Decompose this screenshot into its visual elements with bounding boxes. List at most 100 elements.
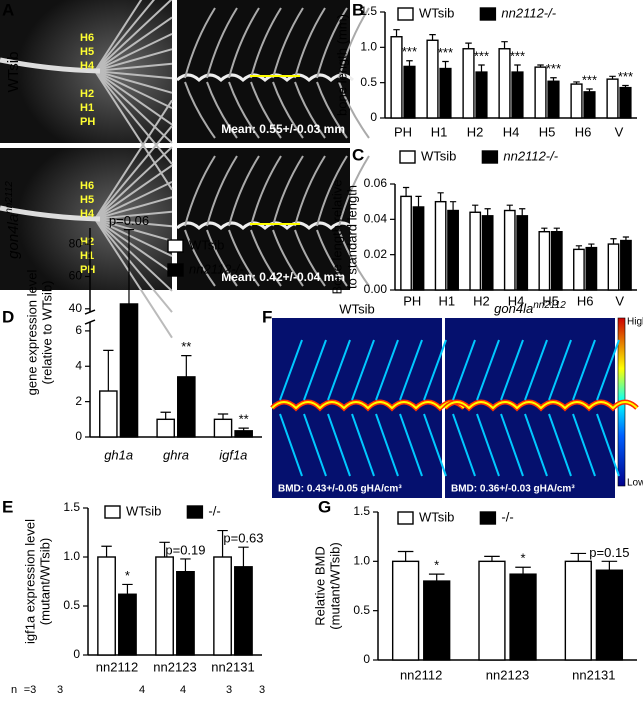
bar <box>176 571 195 656</box>
mean-label: Mean: 0.42+/-0.04 mm <box>221 270 345 284</box>
bar <box>475 71 488 119</box>
annotation: * <box>125 568 130 583</box>
bar <box>547 80 560 119</box>
legend-label: WTsib <box>421 148 456 163</box>
x-tick-label: igf1a <box>219 447 247 462</box>
x-tick-label: H1 <box>431 124 448 139</box>
arch-heat <box>572 339 596 401</box>
arch-heat <box>399 339 423 401</box>
fin-ray <box>94 0 155 72</box>
error-bar <box>588 243 595 248</box>
y-tick-label: 0.5 <box>353 603 370 617</box>
error-bar <box>478 64 485 73</box>
vertebra-arch <box>228 7 260 79</box>
vertebra-arch <box>184 155 216 227</box>
fin-ray <box>94 70 173 110</box>
image-title-text: gon4la <box>494 301 533 316</box>
vertebra-arch <box>294 155 326 227</box>
legend-label: nn2112-/- <box>503 148 558 163</box>
error-bar <box>123 229 135 304</box>
x-tick-label: H4 <box>503 124 520 139</box>
n-label: 3 <box>259 684 265 696</box>
panel-label: C <box>352 145 364 164</box>
row-label: WTsib <box>5 52 22 93</box>
y-tick-label: 1.5 <box>63 500 80 514</box>
annotation: *** <box>582 72 597 87</box>
x-tick-label: nn2131 <box>572 667 615 682</box>
bone-label: H4 <box>80 208 95 220</box>
chart: 0 2 4 6 40 60 80 gene expression level (relative… <box>24 213 262 462</box>
bar <box>234 566 253 656</box>
bone-label: H1 <box>80 250 94 262</box>
arch-heat <box>423 413 447 477</box>
x-tick-label: H1 <box>439 293 456 308</box>
chart: 0.00 0.02 0.04 0.06 Bone length relative to s… <box>329 148 637 308</box>
error-bar <box>103 349 114 392</box>
annotation: *** <box>438 45 453 60</box>
x-tick-label: nn2123 <box>153 659 196 674</box>
error-bar <box>159 541 170 557</box>
x-tick-label: V <box>615 293 624 308</box>
bar <box>400 195 412 291</box>
y-tick-label: 1.5 <box>360 4 377 18</box>
bar <box>570 83 583 119</box>
error-bar <box>472 204 479 213</box>
scale-label: High <box>627 317 643 328</box>
bar <box>234 430 253 438</box>
vertebra-arch <box>228 81 260 139</box>
error-bar <box>180 558 191 572</box>
chart: 0 0.5 1.0 1.5 Relative BMD (mutant/WTsib) nn21… <box>312 504 637 682</box>
error-bar <box>514 64 521 73</box>
vertebra-arch <box>184 7 216 79</box>
bar <box>606 78 619 119</box>
fin-ray <box>94 180 173 220</box>
y-axis-label: gene expression level <box>24 270 39 396</box>
fin-ray <box>94 218 173 292</box>
bar <box>439 67 452 119</box>
y-tick-label: 0 <box>370 110 377 124</box>
panel-label: F <box>262 307 272 326</box>
vertebra-arch <box>184 81 216 139</box>
spine-heat <box>271 401 465 410</box>
arch-heat <box>399 413 423 477</box>
x-tick-label: H4 <box>508 293 525 308</box>
y-tick-label: 0.04 <box>364 212 388 226</box>
y-axis-label: bone length (mm) <box>334 14 349 116</box>
vertebra-arch <box>294 7 326 79</box>
arch-heat <box>500 339 524 401</box>
bar <box>213 418 233 438</box>
fin-ray <box>94 70 173 126</box>
arch-heat <box>500 413 524 477</box>
vertebra-arch <box>228 155 260 227</box>
axis-break <box>84 319 96 325</box>
bar <box>585 246 598 291</box>
error-bar <box>553 227 560 232</box>
arch-heat <box>524 413 548 477</box>
y-tick-label: 0 <box>75 429 82 443</box>
vertebra-arch <box>272 7 304 79</box>
arch-heat <box>548 413 572 477</box>
fin-ray <box>94 164 173 220</box>
x-tick-label: V <box>615 124 624 139</box>
x-tick-label: nn2123 <box>486 667 529 682</box>
error-bar <box>537 64 544 68</box>
fin-ray <box>94 146 173 220</box>
annotation: p=0.06 <box>109 213 149 228</box>
bmd-label: BMD: 0.43+/-0.05 gHA/cm³ <box>278 484 402 495</box>
arch-heat <box>452 339 476 401</box>
y-tick-label: 0.5 <box>360 75 377 89</box>
y-axis-label: (relative to WTsib) <box>39 280 54 384</box>
error-bar <box>622 236 630 241</box>
y-tick-label: 0.02 <box>364 247 388 261</box>
legend-swatch <box>479 511 497 525</box>
error-bar <box>415 195 422 207</box>
fin-ray <box>94 196 173 220</box>
annotation: p=0.19 <box>165 542 205 557</box>
x-tick-label: H2 <box>473 293 490 308</box>
x-tick-label: PH <box>394 124 412 139</box>
spine <box>0 57 101 74</box>
bmd-label: BMD: 0.36+/-0.03 gHA/cm³ <box>451 484 575 495</box>
panel-label: A <box>2 0 14 19</box>
y-axis-label: (mutant/WTsib) <box>37 538 52 625</box>
